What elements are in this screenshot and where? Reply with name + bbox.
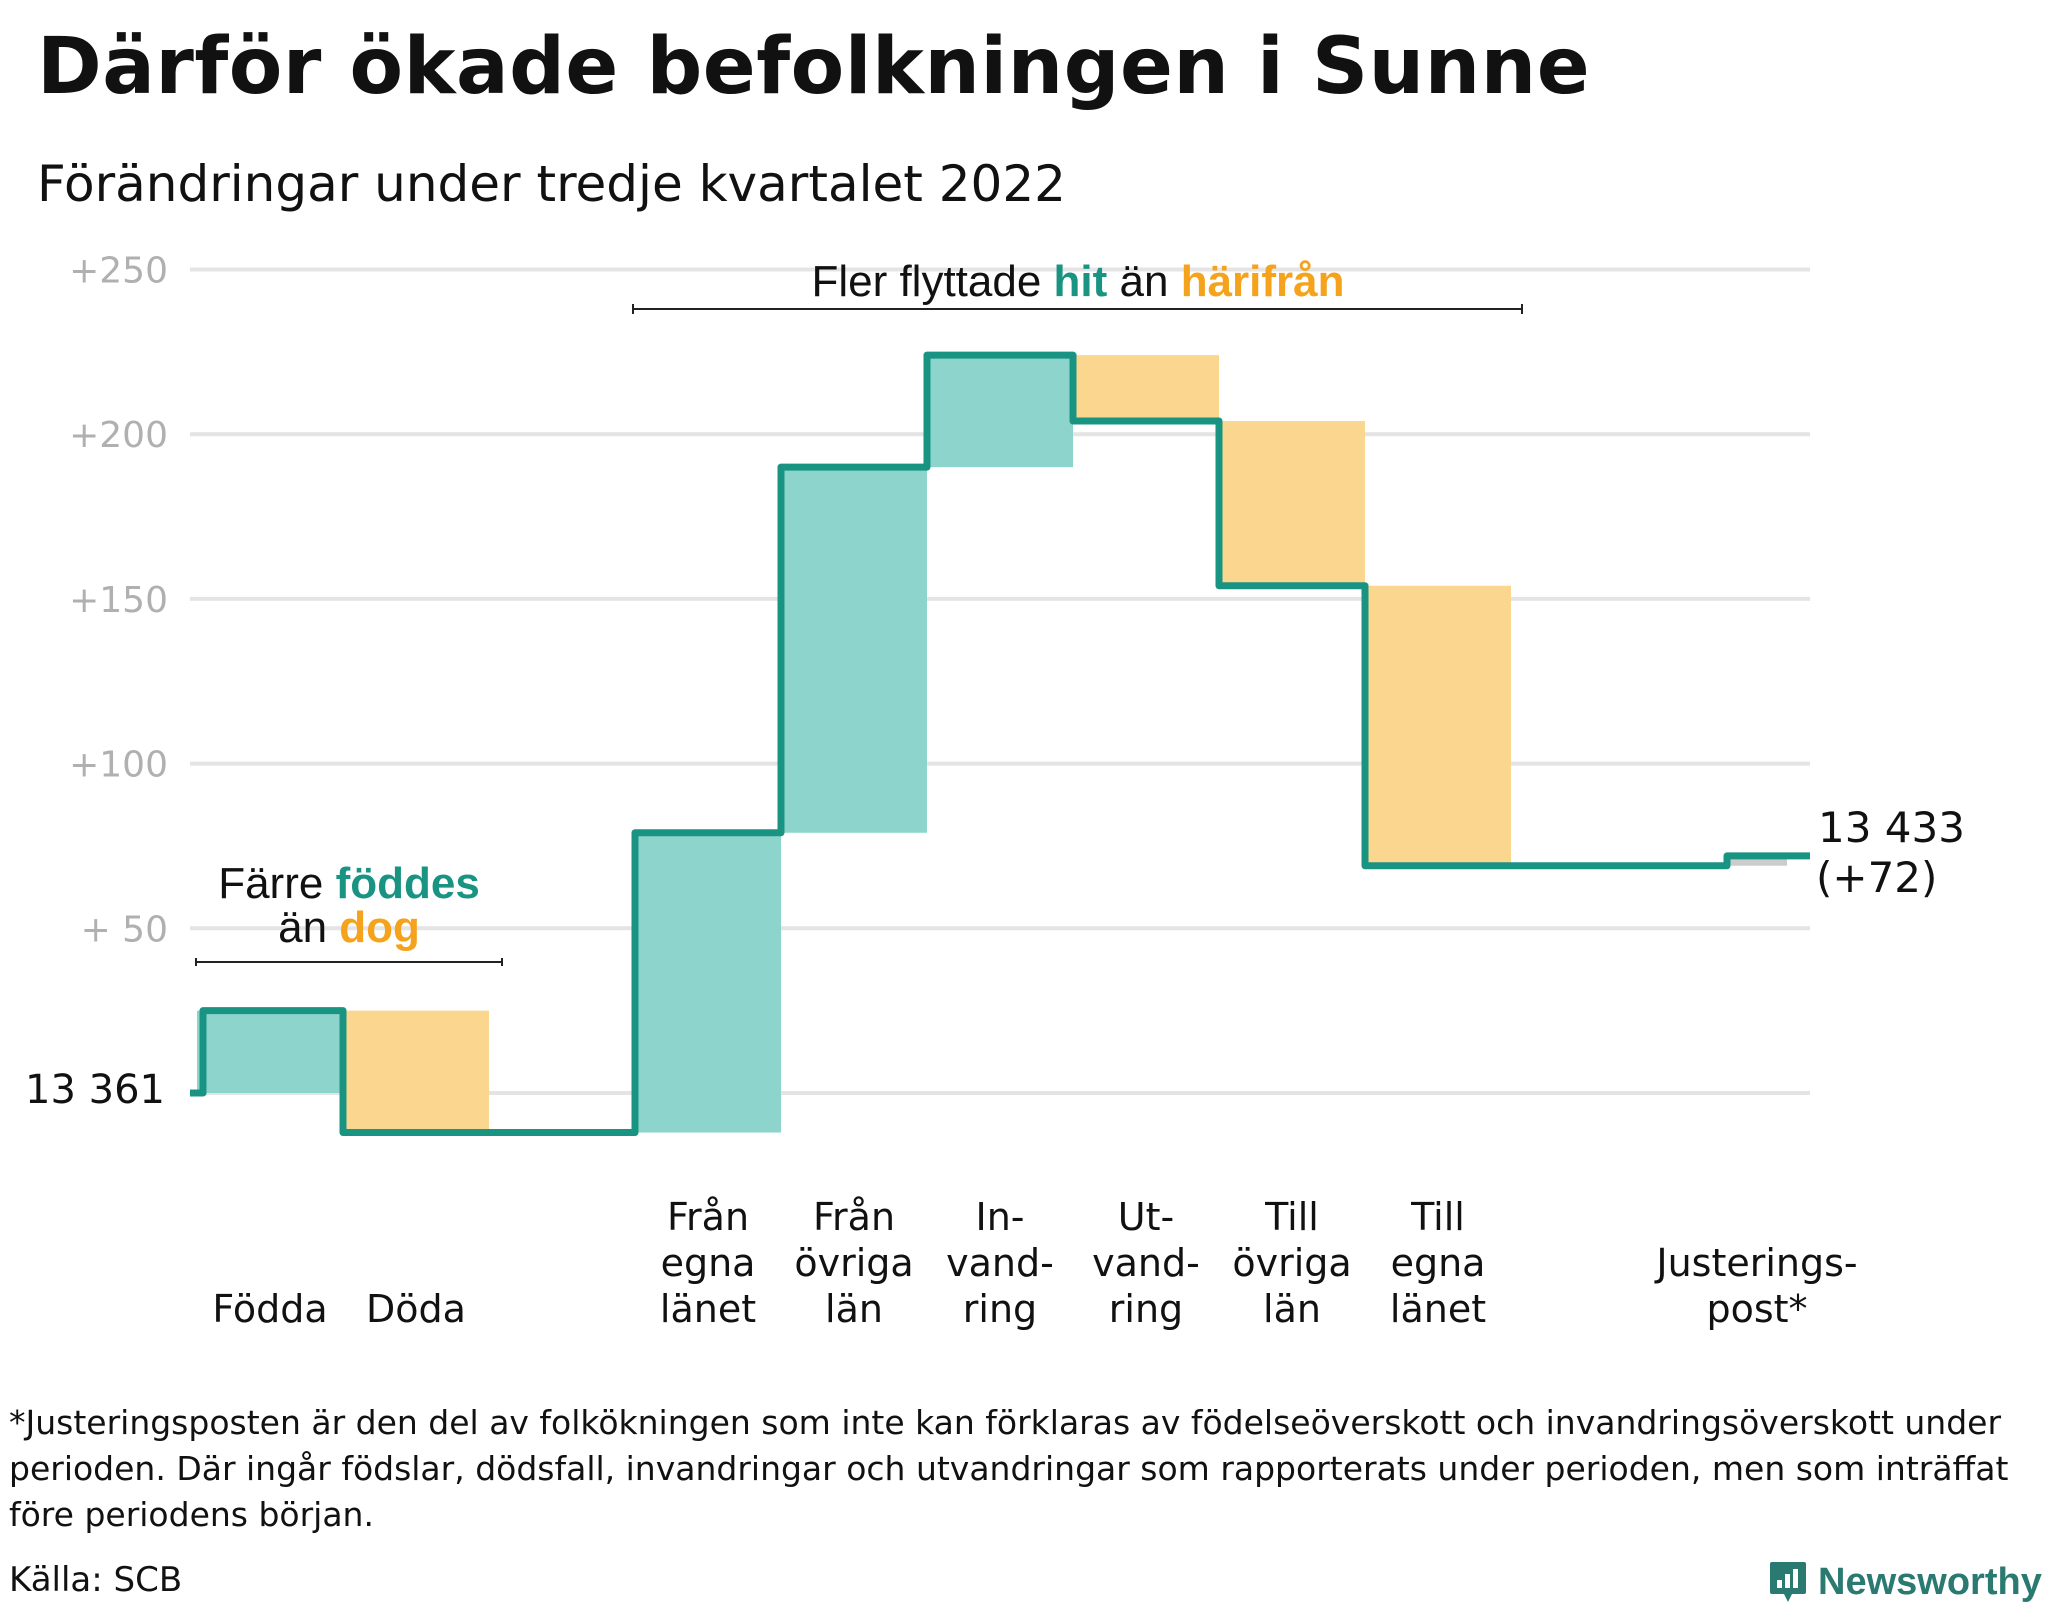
source-text: Källa: SCB [9,1560,183,1600]
x-tick-label: post* [1706,1287,1807,1331]
x-tick-label: Justerings- [1654,1241,1857,1285]
cumulative-step-line [190,351,1810,1137]
x-tick-label: In- [975,1195,1024,1239]
bar-frånegnalänet [635,832,781,1133]
annotation-moves-line: Fler flyttade hit än härifrån [811,257,1344,306]
x-axis-labels: Födda DödaFrånegnalänetFrånövrigalänIn-va… [212,1195,1857,1331]
brand-logo: Newsworthy [1768,1552,2042,1612]
bar-frånövrigalän [781,467,927,833]
bars [197,355,1787,1133]
x-tick-label: län [825,1287,883,1331]
annotation-births-line1: Färre föddes [218,859,480,908]
annotation-moves-bracket [632,304,1523,314]
bar-utvandring [1073,355,1219,422]
bar-döda [343,1010,489,1133]
x-tick-label: län [1263,1287,1321,1331]
annotation-births-bracket [195,958,503,966]
x-tick-label: vand- [1092,1241,1200,1285]
x-tick-label: Från [667,1195,749,1239]
chart-title: Därför ökade befolkningen i Sunne [37,22,1591,112]
y-tick-label: + 50 [81,909,168,950]
bar-justeringspost [1727,855,1787,866]
x-tick-label: Till [1264,1195,1319,1239]
bar-födda [197,1010,343,1093]
y-tick-label: +250 [69,251,168,292]
x-tick-label: ring [1109,1287,1183,1331]
x-tick-label: Döda [366,1287,466,1331]
end-change-label: (+72) [1816,853,1937,902]
y-axis-ticks: +250 +200 +150 +100 + 50 [69,251,168,951]
bar-tillegnalänet [1365,585,1511,866]
end-labels: 13 361 13 433(+72) [25,803,1965,1113]
bar-invandring [927,355,1073,468]
waterfall-chart: +250+200+150+100+ 50 Födda DödaFrånegnalä… [25,251,1965,1332]
x-tick-label: ring [963,1287,1037,1331]
x-tick-label: övriga [794,1241,913,1285]
x-tick-label: övriga [1232,1241,1351,1285]
chart-subtitle: Förändringar under tredje kvartalet 2022 [37,155,1066,213]
x-tick-label: egna [661,1241,756,1285]
x-tick-label: Ut- [1118,1195,1174,1239]
x-tick-label: Födda [212,1287,327,1331]
x-tick-label: Till [1410,1195,1465,1239]
y-tick-label: +100 [69,745,168,786]
x-tick-label: egna [1391,1241,1486,1285]
footnote: *Justeringsposten är den del av folkökni… [9,1403,2009,1534]
x-tick-label: vand- [946,1241,1054,1285]
annotation-births-line2: än dog [278,903,420,952]
x-tick-label: Från [813,1195,895,1239]
y-tick-label: +150 [69,580,168,621]
step-line [190,351,1810,1137]
x-tick-label: länet [660,1287,756,1331]
brand-name: Newsworthy [1818,1560,2042,1603]
y-tick-label: +200 [69,415,168,456]
newsworthy-logo-icon [1770,1562,1806,1602]
x-tick-label: länet [1390,1287,1486,1331]
end-value-label: 13 433 [1818,803,1965,852]
bar-tillövrigalän [1219,421,1365,586]
start-value-label: 13 361 [25,1067,165,1113]
